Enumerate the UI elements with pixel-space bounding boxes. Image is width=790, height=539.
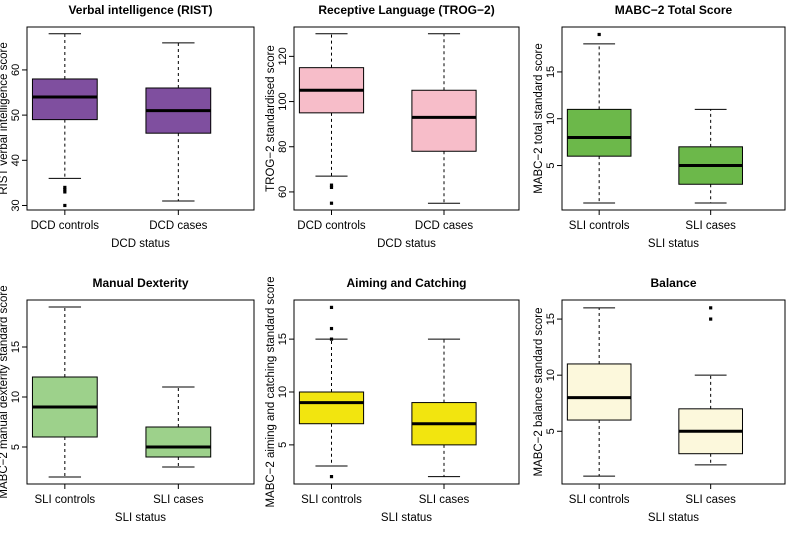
y-tick-label: 40 — [10, 154, 22, 166]
panel-title: Receptive Language (TROG−2) — [318, 3, 494, 17]
y-tick-label: 5 — [277, 442, 289, 448]
panel-5: Aiming and Catching 5 10 15 SLI controls SLI … — [265, 276, 520, 524]
outlier-point — [709, 317, 713, 321]
x-category-label: SLI controls — [301, 494, 362, 506]
y-tick-label: 30 — [10, 199, 22, 211]
box-group — [411, 338, 477, 478]
box-group — [298, 33, 365, 205]
panel-title: Verbal intelligence (RIST) — [68, 3, 212, 17]
y-tick-label: 15 — [545, 66, 557, 78]
y-tick-label: 10 — [545, 113, 557, 125]
outlier-point — [63, 190, 67, 194]
x-category-label: SLI controls — [569, 220, 630, 232]
box-group — [411, 33, 477, 204]
outlier-point — [329, 185, 334, 190]
panel-title: MABC−2 Total Score — [615, 3, 733, 17]
y-tick-label: 5 — [545, 428, 557, 434]
y-tick-label: 50 — [10, 109, 22, 121]
y-axis-label: RIST verbal intelligence score — [0, 42, 10, 195]
panel-title: Balance — [650, 276, 696, 290]
outlier-point — [63, 203, 67, 208]
panel-6: Balance 5 10 15 SLI controls SLI cases SLI sta… — [533, 276, 786, 524]
y-tick-label: 120 — [277, 47, 289, 65]
panel-4: Manual Dexterity 5 10 15 SLI controls SLI cas… — [0, 276, 255, 524]
y-axis-label: TROG−2 standardised score — [265, 45, 277, 192]
x-axis-label: DCD status — [377, 238, 436, 250]
x-category-label: DCD cases — [149, 220, 207, 232]
y-axis-label: MABC−2 aiming and catching standard scor… — [265, 276, 277, 507]
y-tick-label: 5 — [10, 444, 22, 450]
y-tick-label: 15 — [10, 341, 22, 353]
x-axis-label: SLI status — [648, 238, 699, 250]
box-group — [31, 306, 98, 478]
panel-3: MABC−2 Total Score 5 10 15 SLI controls SLI c… — [533, 3, 786, 250]
y-axis-label: MABC−2 balance standard score — [533, 307, 545, 476]
box-group — [31, 33, 98, 208]
plot-frame — [26, 26, 255, 211]
y-tick-label: 10 — [545, 369, 557, 381]
y-tick-label: 15 — [277, 333, 289, 345]
y-tick-label: 10 — [277, 386, 289, 398]
box-iqr — [566, 108, 632, 157]
plot-frame — [26, 299, 255, 485]
x-axis-label: SLI status — [648, 512, 699, 524]
box-iqr — [411, 89, 477, 152]
outlier-point — [63, 188, 67, 192]
box-group — [566, 307, 632, 477]
x-category-label: SLI controls — [34, 494, 95, 506]
box-group — [298, 305, 365, 479]
box-iqr — [298, 391, 365, 425]
x-category-label: SLI controls — [569, 494, 630, 506]
x-axis-label: SLI status — [381, 512, 432, 524]
outlier-point — [709, 306, 713, 310]
box-group — [566, 32, 632, 204]
x-category-label: DCD cases — [415, 220, 473, 232]
x-category-label: SLI cases — [685, 494, 736, 506]
panel-2: Receptive Language (TROG−2) 60 80 100 120 DCD… — [265, 3, 520, 250]
y-tick-label: 60 — [10, 64, 22, 76]
y-tick-label: 60 — [277, 186, 289, 198]
outlier-point — [329, 337, 334, 341]
outlier-point — [329, 201, 334, 205]
box-group — [678, 306, 743, 466]
x-category-label: SLI cases — [419, 494, 470, 506]
x-category-label: SLI cases — [685, 220, 736, 232]
x-axis-label: DCD status — [111, 238, 170, 250]
x-category-label: DCD controls — [297, 220, 366, 232]
outlier-point — [329, 326, 334, 331]
outlier-point — [329, 474, 334, 479]
x-category-label: SLI cases — [153, 494, 204, 506]
y-tick-label: 5 — [545, 162, 557, 168]
box-group — [145, 42, 212, 202]
outlier-point — [329, 183, 334, 187]
plot-frame — [293, 26, 520, 211]
panel-1: Verbal intelligence (RIST) 30 40 50 60 DCD co… — [0, 3, 255, 250]
plot-frame — [561, 299, 786, 485]
y-tick-label: 80 — [277, 141, 289, 153]
y-axis-label: MABC−2 manual dexterity standard score — [0, 285, 10, 498]
x-axis-label: SLI status — [115, 512, 166, 524]
y-tick-label: 15 — [545, 313, 557, 325]
y-axis-label: MABC−2 total standard score — [533, 43, 545, 194]
outlier-point — [63, 185, 67, 190]
box-group — [678, 108, 743, 204]
panel-title: Aiming and Catching — [347, 276, 467, 290]
box-iqr — [31, 78, 98, 121]
box-iqr — [566, 363, 632, 421]
outlier-point — [597, 32, 601, 37]
outlier-point — [329, 305, 334, 310]
x-category-label: DCD controls — [31, 220, 100, 232]
y-tick-label: 100 — [277, 92, 289, 110]
box-iqr — [145, 426, 212, 458]
box-group — [145, 386, 212, 468]
panel-title: Manual Dexterity — [92, 276, 188, 290]
y-tick-label: 10 — [10, 391, 22, 403]
